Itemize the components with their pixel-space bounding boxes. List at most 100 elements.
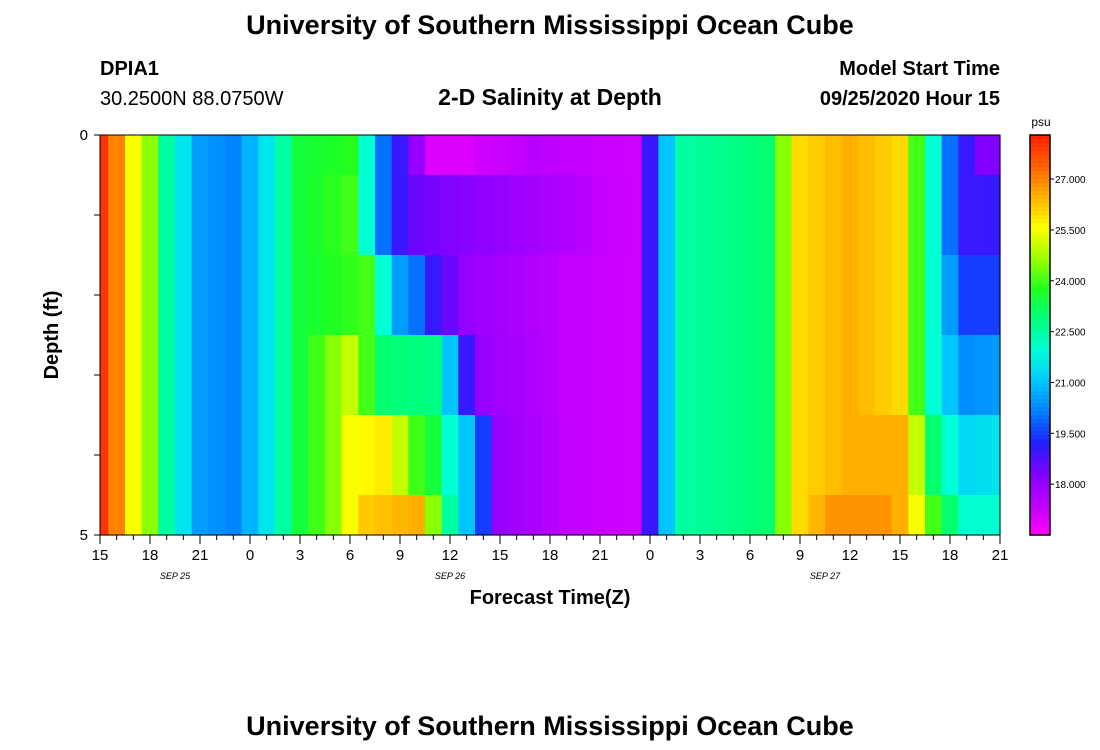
heatmap-cell (325, 175, 343, 256)
heatmap-cell (558, 255, 576, 336)
heatmap-cell (100, 415, 109, 496)
x-tick-label: 18 (142, 547, 159, 564)
heatmap-cell (125, 255, 143, 336)
heatmap-cell (275, 495, 293, 536)
heatmap-cell (375, 495, 393, 536)
colorbar-swatch (1030, 359, 1050, 364)
heatmap-cell (925, 255, 943, 336)
heatmap-cell (958, 175, 976, 256)
heatmap-cell (475, 175, 493, 256)
heatmap-cell (158, 495, 176, 536)
heatmap-cell (558, 335, 576, 416)
heatmap-cell (758, 175, 776, 256)
x-tick-label: 3 (696, 547, 704, 564)
x-tick-label: 12 (842, 547, 859, 564)
heatmap-cell (841, 335, 859, 416)
heatmap-cell (375, 335, 393, 416)
heatmap-cell (941, 415, 959, 496)
heatmap-cell (341, 415, 359, 496)
heatmap-cell (658, 495, 676, 536)
heatmap-cell (991, 135, 1001, 176)
colorbar-swatch (1030, 163, 1050, 168)
heatmap-cell (475, 335, 493, 416)
heatmap-cell (208, 135, 226, 176)
heatmap-cell (575, 415, 593, 496)
heatmap-cell (258, 255, 276, 336)
heatmap-cell (608, 335, 626, 416)
heatmap-cell (725, 255, 743, 336)
heatmap-cell (691, 415, 709, 496)
heatmap-cell (708, 335, 726, 416)
colorbar-swatch (1030, 531, 1050, 536)
heatmap-cell (675, 175, 693, 256)
heatmap-cell (441, 255, 459, 336)
heatmap-cell (125, 495, 143, 536)
x-tick-label: 21 (192, 547, 209, 564)
heatmap-cell (625, 335, 643, 416)
heatmap-cell (641, 175, 659, 256)
heatmap-cell (641, 335, 659, 416)
heatmap-cell (958, 335, 976, 416)
heatmap-cell (241, 135, 259, 176)
heatmap-cell (141, 495, 159, 536)
heatmap-cell (975, 495, 993, 536)
colorbar-swatch (1030, 191, 1050, 196)
heatmap-cell (991, 255, 1001, 336)
heatmap-cell (641, 135, 659, 176)
colorbar-swatch (1030, 227, 1050, 232)
heatmap-cell (191, 135, 209, 176)
heatmap-cell (758, 335, 776, 416)
heatmap-cell (841, 415, 859, 496)
colorbar-swatch (1030, 303, 1050, 308)
colorbar-swatch (1030, 255, 1050, 260)
heatmap-cell (625, 415, 643, 496)
colorbar-swatch (1030, 235, 1050, 240)
colorbar-swatch (1030, 315, 1050, 320)
heatmap-cell (975, 135, 993, 176)
heatmap-cell (758, 415, 776, 496)
heatmap-cell (225, 175, 243, 256)
heatmap-cell (391, 415, 409, 496)
heatmap-cell (458, 135, 476, 176)
colorbar-swatch (1030, 495, 1050, 500)
heatmap-cell (975, 335, 993, 416)
colorbar-swatch (1030, 167, 1050, 172)
colorbar-swatch (1030, 459, 1050, 464)
x-tick-label: 15 (492, 547, 509, 564)
heatmap-cell (275, 335, 293, 416)
heatmap-cell (108, 415, 126, 496)
heatmap-cell (475, 135, 493, 176)
heatmap-cell (408, 255, 426, 336)
colorbar-swatch (1030, 523, 1050, 528)
x-tick-label: 15 (92, 547, 109, 564)
heatmap-cell (258, 495, 276, 536)
heatmap-cell (508, 255, 526, 336)
heatmap-cell (108, 175, 126, 256)
heatmap-cell (491, 495, 509, 536)
colorbar-swatch (1030, 407, 1050, 412)
heatmap-cell (908, 255, 926, 336)
heatmap-cell (241, 495, 259, 536)
colorbar-swatch (1030, 263, 1050, 268)
x-tick-label: 18 (542, 547, 559, 564)
colorbar-swatch (1030, 171, 1050, 176)
colorbar-swatch (1030, 159, 1050, 164)
heatmap-cell (591, 335, 609, 416)
heatmap-cell (875, 495, 893, 536)
heatmap-cell (108, 335, 126, 416)
heatmap-cell (591, 415, 609, 496)
heatmap-cell (458, 255, 476, 336)
heatmap-cell (791, 415, 809, 496)
heatmap-cell (308, 175, 326, 256)
heatmap-cell (925, 495, 943, 536)
colorbar-frame (1029, 134, 1051, 536)
heatmap-cell (908, 495, 926, 536)
heatmap-cell (291, 175, 309, 256)
heatmap-cell (141, 255, 159, 336)
x-tick-label: 15 (892, 547, 909, 564)
heatmap-cell (100, 335, 109, 416)
heatmap-cell (858, 335, 876, 416)
heatmap-cell (608, 135, 626, 176)
heatmap-cell (241, 255, 259, 336)
heatmap-cell (425, 335, 443, 416)
